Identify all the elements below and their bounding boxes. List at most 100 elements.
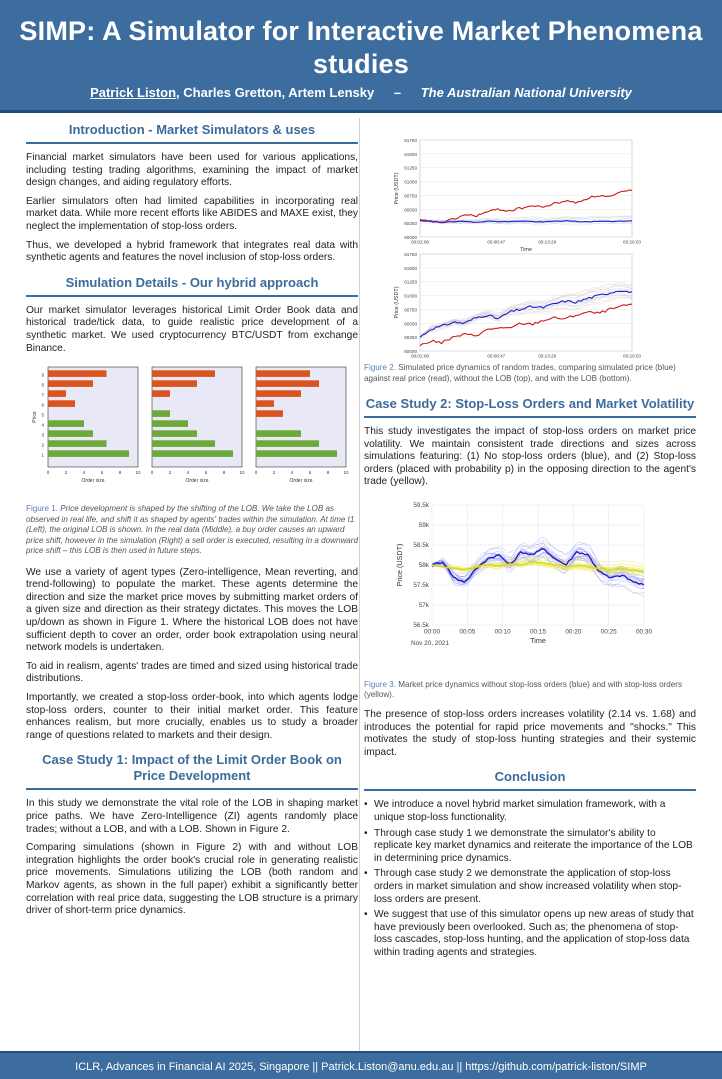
series-line-2 <box>419 290 633 338</box>
figure-1-lob-bar-charts: 1 2 3 4 5 6 7 8 9 0 2 4 6 8 10 Order size 0 2 4 6 8 10 Order s… <box>32 366 349 484</box>
simulation-heading: Simulation Details - Our hybrid approach <box>26 271 358 297</box>
simulation-paragraph-4: Importantly, we created a stop-loss orde… <box>26 691 358 741</box>
poster-header: SIMP: A Simulator for Interactive Market… <box>0 0 722 113</box>
y-tick-label: 59.5k <box>413 502 429 509</box>
y-axis-label: Price (USDT) <box>394 172 400 204</box>
conclusion-bullet: We introduce a novel hybrid market simul… <box>364 799 696 824</box>
intro-paragraph-1: Financial market simulators have been us… <box>26 152 358 189</box>
case-study-1-paragraph-2: Comparing simulations (shown in Figure 2… <box>26 842 358 917</box>
x-date-label: Nov 20, 2021 <box>411 640 449 647</box>
right-column: 61750 61500 61250 61000 60750 60500 60250 60000… <box>364 118 696 1051</box>
x-tick-label: 00:20:03 <box>623 354 641 358</box>
y-tick-label: 3 <box>41 433 44 438</box>
simulation-trace <box>419 282 633 337</box>
figure-2-caption-text: Simulated price dynamics of random trade… <box>364 363 676 383</box>
simulation-trace <box>419 285 633 339</box>
series-line-2 <box>431 561 645 573</box>
ask-bar <box>256 400 274 408</box>
plot-area <box>419 253 633 352</box>
bid-bar <box>48 440 107 448</box>
x-tick-label: 00:13:29 <box>538 354 556 358</box>
ask-bar <box>256 410 283 418</box>
y-tick-label: 61500 <box>404 152 417 157</box>
y-tick-label: 60750 <box>404 307 417 312</box>
simulation-paragraph-2: We use a variety of agent types (Zero-in… <box>26 566 358 654</box>
case-study-2-paragraph-1: This study investigates the impact of st… <box>364 426 696 488</box>
x-tick-label: 0 <box>255 470 258 475</box>
x-tick-label: 00:20:03 <box>623 240 641 245</box>
y-tick-label: 60750 <box>404 193 417 198</box>
y-tick-label: 61000 <box>404 294 417 299</box>
ask-bar <box>48 380 93 388</box>
x-tick-label: 6 <box>205 470 208 475</box>
y-tick-label: 58.5k <box>413 542 429 549</box>
x-tick-label: 4 <box>187 470 190 475</box>
x-tick-label: 00:05 <box>459 628 475 635</box>
conclusion-heading: Conclusion <box>364 765 696 792</box>
simulation-trace <box>431 542 645 588</box>
y-axis-label: Price (USDT) <box>394 286 400 318</box>
simulation-paragraph-1: Our market simulator leverages historica… <box>26 304 358 354</box>
x-tick-label: 0 <box>47 470 50 475</box>
poster-title: SIMP: A Simulator for Interactive Market… <box>19 16 703 79</box>
simulation-trace <box>431 551 645 594</box>
simulation-trace <box>419 292 632 337</box>
y-tick-label: 60000 <box>404 349 417 354</box>
x-tick-label: 00:20 <box>565 628 581 635</box>
ask-bar <box>256 380 319 388</box>
intro-paragraph-3: Thus, we developed a hybrid framework th… <box>26 239 358 264</box>
simulation-trace <box>431 551 645 589</box>
ask-bar <box>48 370 107 378</box>
y-tick-label: 57k <box>419 602 430 609</box>
y-tick-label: 9 <box>41 373 44 378</box>
x-tick-label: 0 <box>151 470 154 475</box>
x-tick-label: 00:30 <box>636 628 652 635</box>
x-tick-label: 00:15 <box>530 628 546 635</box>
bid-bar <box>152 440 215 448</box>
simulation-trace <box>419 217 633 224</box>
bid-bar <box>256 430 301 438</box>
simulation-trace <box>419 288 633 338</box>
y-tick-label: 57.5k <box>413 582 429 589</box>
simulation-trace <box>431 551 645 590</box>
figure-1-caption-text: Price development is shaped by the shift… <box>26 504 359 556</box>
x-tick-label: 00:25 <box>601 628 617 635</box>
ask-bar <box>48 390 66 398</box>
ask-bar <box>48 400 75 408</box>
series-line-1 <box>431 547 645 586</box>
y-tick-label: 61750 <box>404 252 417 257</box>
bid-bar <box>48 430 93 438</box>
y-axis-label: Price <box>32 411 38 423</box>
simulation-trace <box>431 545 645 585</box>
x-axis-label: Order size <box>185 478 208 484</box>
conclusion-list: We introduce a novel hybrid market simul… <box>364 799 696 959</box>
intro-heading: Introduction - Market Simulators & uses <box>26 118 358 144</box>
x-tick-label: 00:08:47 <box>487 354 505 358</box>
bid-bar <box>152 410 170 418</box>
x-tick-label: 00:02:08 <box>411 240 429 245</box>
intro-paragraph-2: Earlier simulators often had limited cap… <box>26 195 358 232</box>
y-tick-label: 61750 <box>404 138 417 143</box>
series-line-1 <box>419 303 633 347</box>
figure-2-caption: Figure 2. Simulated price dynamics of ra… <box>364 363 696 384</box>
figure-3-caption-text: Market price dynamics without stop-loss … <box>364 679 683 700</box>
x-tick-label: 6 <box>309 470 312 475</box>
y-tick-label: 60250 <box>404 335 417 340</box>
x-tick-label: 8 <box>223 470 226 475</box>
author-line: Patrick Liston, Charles Gretton, Artem L… <box>0 85 722 100</box>
x-tick-label: 8 <box>327 470 330 475</box>
y-tick-label: 61500 <box>404 266 417 271</box>
simulation-trace <box>419 282 633 338</box>
simulation-trace <box>419 215 633 223</box>
left-column: Introduction - Market Simulators & uses … <box>26 118 358 1051</box>
x-tick-label: 10 <box>239 470 245 475</box>
simulation-trace <box>419 293 633 337</box>
y-tick-label: 4 <box>41 423 44 428</box>
simulation-trace <box>431 562 645 573</box>
x-tick-label: 6 <box>101 470 104 475</box>
x-tick-label: 10 <box>343 470 349 475</box>
y-tick-label: 60500 <box>404 207 417 212</box>
simulation-trace <box>431 558 645 571</box>
simulation-trace <box>419 284 633 338</box>
